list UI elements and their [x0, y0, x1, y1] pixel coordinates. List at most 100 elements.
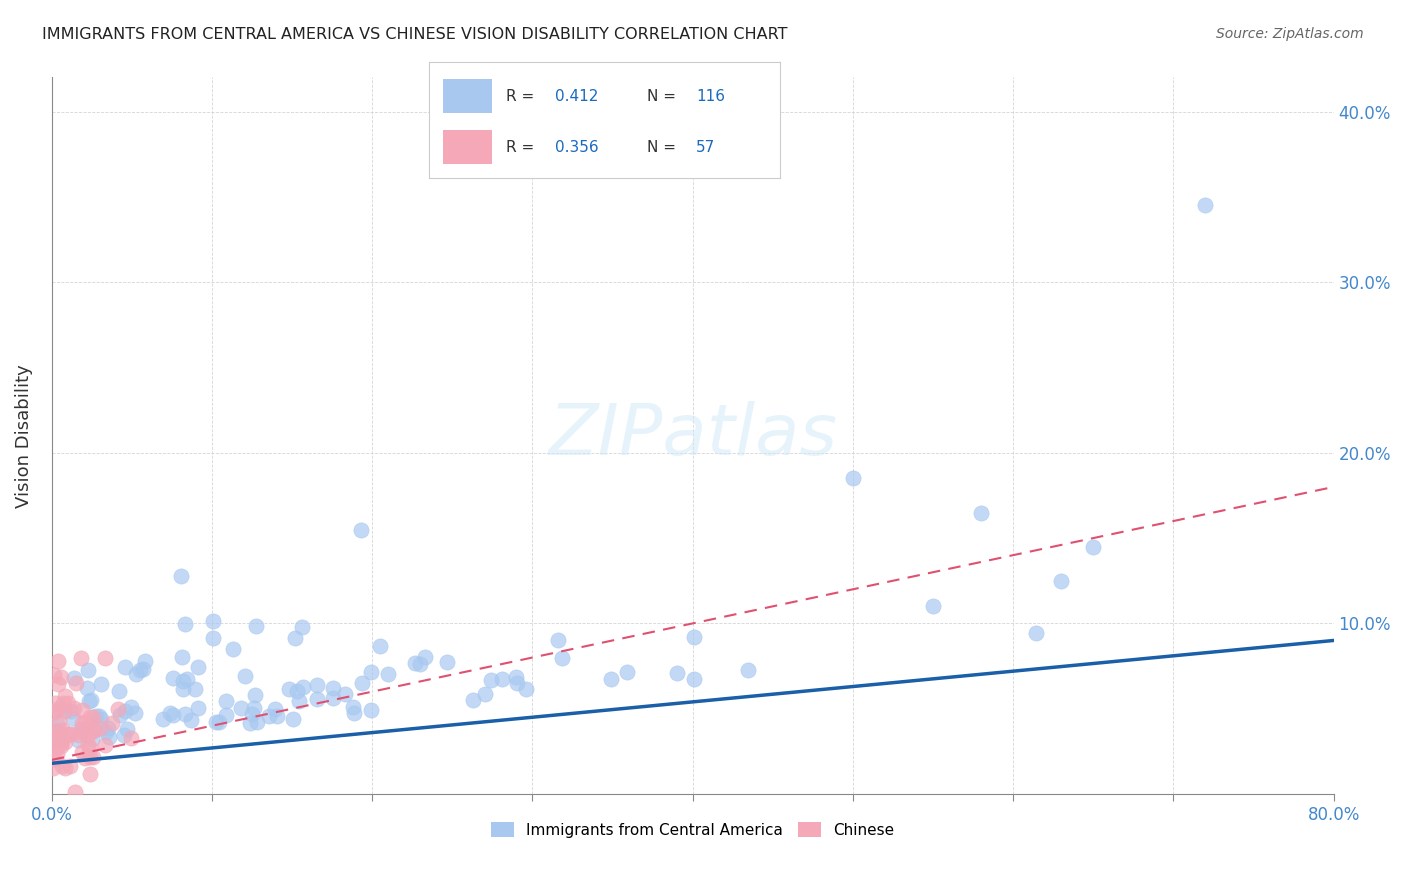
Point	[45, 731, 67, 746]
Point	[292, 680, 315, 694]
Point	[599, 672, 621, 686]
Point	[75, 714, 97, 729]
Point	[970, 506, 993, 520]
Point	[322, 691, 344, 706]
Point	[44, 724, 66, 739]
Point	[1083, 540, 1105, 554]
Point	[291, 620, 314, 634]
Point	[49, 736, 72, 750]
Point	[69, 650, 91, 665]
Point	[51, 739, 73, 754]
Point	[159, 706, 181, 721]
Point	[94, 651, 117, 665]
Point	[62, 671, 84, 685]
Point	[76, 729, 98, 743]
Point	[80, 693, 103, 707]
Point	[42, 732, 65, 747]
Point	[243, 700, 266, 714]
Point	[547, 633, 569, 648]
Point	[83, 723, 105, 737]
Point	[49, 701, 72, 715]
Point	[124, 666, 146, 681]
Text: 0.356: 0.356	[555, 139, 599, 154]
Text: R =: R =	[506, 139, 540, 154]
Point	[842, 471, 865, 485]
Point	[264, 701, 287, 715]
Point	[108, 684, 131, 698]
Point	[202, 632, 225, 646]
Point	[79, 710, 101, 724]
Point	[70, 723, 93, 738]
Point	[48, 714, 70, 729]
Point	[114, 660, 136, 674]
Point	[90, 712, 112, 726]
Point	[120, 700, 142, 714]
Point	[124, 706, 146, 721]
Point	[360, 665, 382, 679]
Point	[162, 708, 184, 723]
Point	[46, 739, 69, 754]
Point	[82, 709, 104, 723]
Point	[72, 703, 94, 717]
Point	[170, 569, 193, 583]
Point	[59, 759, 82, 773]
Point	[202, 614, 225, 628]
Point	[42, 761, 65, 775]
Point	[53, 704, 76, 718]
Point	[67, 728, 90, 742]
Point	[284, 631, 307, 645]
Point	[515, 681, 537, 696]
Point	[180, 713, 202, 727]
Point	[46, 677, 69, 691]
Point	[288, 694, 311, 708]
Point	[173, 706, 195, 721]
FancyBboxPatch shape	[443, 129, 492, 164]
Point	[436, 655, 458, 669]
Point	[65, 785, 87, 799]
Text: IMMIGRANTS FROM CENTRAL AMERICA VS CHINESE VISION DISABILITY CORRELATION CHART: IMMIGRANTS FROM CENTRAL AMERICA VS CHINE…	[42, 27, 787, 42]
Point	[58, 727, 80, 741]
Point	[72, 723, 94, 737]
Point	[42, 744, 65, 758]
Point	[46, 654, 69, 668]
Point	[922, 599, 945, 614]
Point	[56, 727, 79, 741]
Point	[551, 651, 574, 665]
Point	[208, 715, 231, 730]
Point	[350, 523, 373, 537]
Point	[231, 701, 253, 715]
Point	[53, 760, 76, 774]
Point	[1025, 626, 1047, 640]
Point	[42, 728, 65, 742]
Point	[44, 706, 66, 720]
Point	[266, 708, 288, 723]
Point	[82, 750, 104, 764]
Point	[322, 681, 344, 696]
Point	[413, 649, 436, 664]
Text: ZIPatlas: ZIPatlas	[548, 401, 837, 470]
Point	[184, 681, 207, 696]
Point	[305, 692, 328, 706]
Point	[682, 672, 704, 686]
Point	[360, 703, 382, 717]
Point	[215, 694, 238, 708]
Text: 116: 116	[696, 88, 725, 103]
Point	[112, 727, 135, 741]
Point	[285, 683, 308, 698]
Point	[333, 687, 356, 701]
Point	[683, 630, 706, 644]
Point	[51, 731, 73, 746]
Point	[84, 708, 107, 723]
Point	[42, 668, 65, 682]
Point	[79, 740, 101, 755]
Point	[404, 657, 426, 671]
Point	[132, 662, 155, 676]
Point	[76, 681, 98, 695]
FancyBboxPatch shape	[443, 78, 492, 113]
Point	[246, 715, 269, 730]
Y-axis label: Vision Disability: Vision Disability	[15, 364, 32, 508]
Point	[221, 642, 243, 657]
Point	[79, 750, 101, 764]
Point	[80, 724, 103, 739]
Point	[46, 723, 69, 738]
